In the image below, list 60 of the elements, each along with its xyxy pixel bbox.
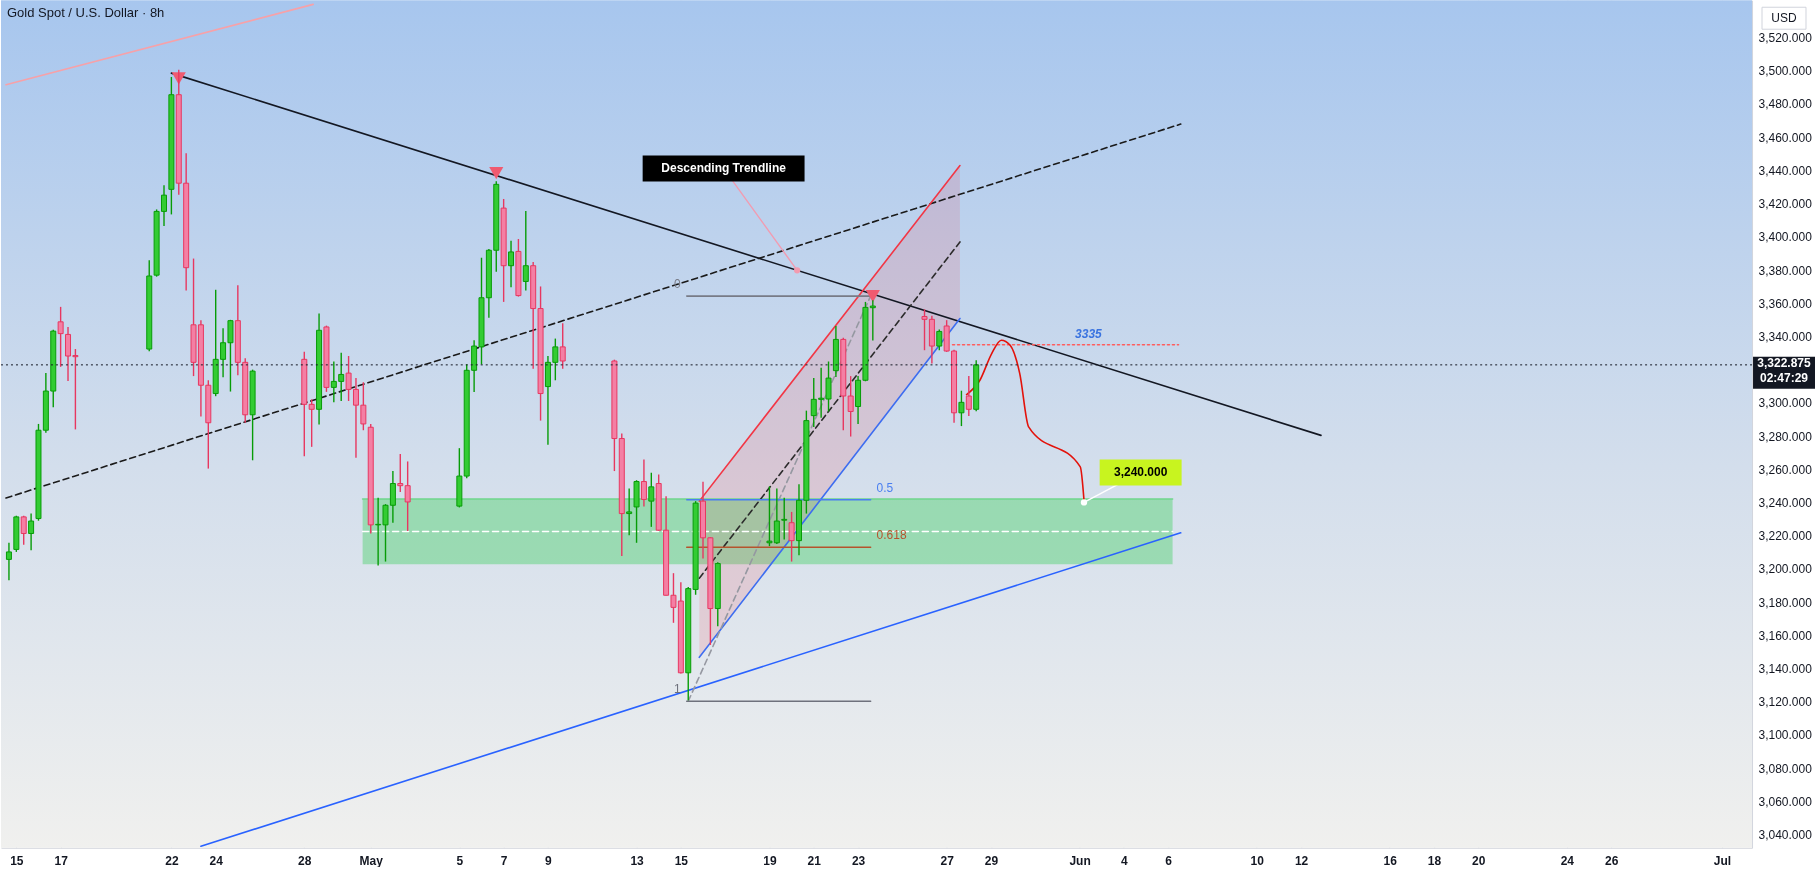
- x-tick-label: 12: [1294, 854, 1309, 869]
- y-tick-label: 3,200.000: [1758, 562, 1813, 577]
- y-tick-label: 3,500.000: [1758, 64, 1813, 79]
- y-tick-label: 3,380.000: [1758, 263, 1813, 278]
- x-tick-label: 17: [54, 854, 69, 869]
- y-tick-label: 3,400.000: [1758, 230, 1813, 245]
- x-tick-label: 27: [940, 854, 955, 869]
- y-tick-label: 3,420.000: [1758, 197, 1813, 212]
- y-tick-label: 3,220.000: [1758, 529, 1813, 544]
- y-tick-label: 3,140.000: [1758, 661, 1813, 676]
- x-tick-label: 5: [456, 854, 464, 869]
- y-tick-label: 3,240.000: [1758, 495, 1813, 510]
- y-tick-label: 3,260.000: [1758, 462, 1813, 477]
- y-tick-label: 3,100.000: [1758, 728, 1813, 743]
- y-tick-label: 3,040.000: [1758, 827, 1813, 842]
- x-tick-label: 13: [630, 854, 645, 869]
- y-tick-label: 3,440.000: [1758, 163, 1813, 178]
- y-tick-label: 3,480.000: [1758, 97, 1813, 112]
- x-tick-label: 29: [984, 854, 999, 869]
- x-tick-label: 18: [1427, 854, 1442, 869]
- x-tick-label: Jun: [1069, 854, 1091, 869]
- x-tick-label: 20: [1472, 854, 1486, 869]
- annotation: 3,240.000: [1113, 465, 1168, 480]
- x-tick-label: 24: [1560, 854, 1575, 869]
- y-tick-label: 3,120.000: [1758, 695, 1813, 710]
- annotation: 3335: [1075, 327, 1103, 342]
- y-tick-label: 3,060.000: [1758, 794, 1813, 809]
- x-tick-label: 9: [545, 854, 553, 869]
- chart-title: Gold Spot / U.S. Dollar · 8h: [7, 5, 165, 21]
- x-tick-label: 24: [209, 854, 224, 869]
- x-tick-label: 16: [1383, 854, 1398, 869]
- y-tick-label: 3,180.000: [1758, 595, 1813, 610]
- y-tick-label: 3,460.000: [1758, 130, 1813, 145]
- x-tick-label: 15: [10, 854, 24, 869]
- x-tick-label: 22: [165, 854, 179, 869]
- y-tick-label: 3,340.000: [1758, 329, 1813, 344]
- series-label: 0.5: [876, 480, 894, 495]
- x-tick-label: May: [359, 854, 384, 869]
- x-tick-label: 7: [500, 854, 508, 869]
- x-tick-label: 28: [298, 854, 312, 869]
- ref-line-label: 3,322.875 02:47:29: [1757, 355, 1811, 385]
- y-tick-label: 3,160.000: [1758, 628, 1813, 643]
- x-tick-label: 21: [807, 854, 822, 869]
- x-tick-label: 26: [1605, 854, 1619, 869]
- x-tick-label: 6: [1165, 854, 1173, 869]
- x-tick-label: 15: [674, 854, 689, 869]
- series-label: 0.618: [876, 528, 907, 543]
- y-tick-label: 3,300.000: [1758, 396, 1813, 411]
- annotation: Descending Trendline: [661, 161, 787, 176]
- x-tick-label: 4: [1121, 854, 1129, 869]
- y-tick-label: 3,520.000: [1758, 31, 1813, 46]
- x-tick-label: Jul: [1713, 854, 1732, 869]
- series-label: 1: [674, 682, 682, 697]
- x-tick-label: 19: [763, 854, 777, 869]
- y-tick-label: 3,280.000: [1758, 429, 1813, 444]
- x-tick-label: 10: [1250, 854, 1265, 869]
- x-tick-label: 23: [851, 854, 866, 869]
- y-tick-label: 3,080.000: [1758, 761, 1813, 776]
- y-axis-title: USD: [1771, 11, 1798, 26]
- y-tick-label: 3,360.000: [1758, 296, 1813, 311]
